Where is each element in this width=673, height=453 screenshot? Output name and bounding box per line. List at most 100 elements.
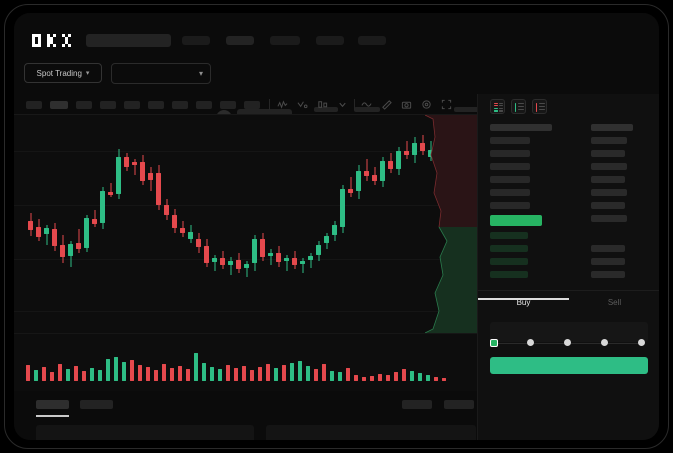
bottom-action-1[interactable]: [402, 400, 432, 409]
volume-bar: [298, 361, 302, 381]
candlestick-chart[interactable]: [14, 115, 477, 333]
volume-bar: [58, 364, 62, 381]
bottom-panel-right[interactable]: [266, 425, 476, 440]
candle: [164, 115, 169, 333]
timeframe-9[interactable]: [220, 101, 236, 109]
volume-bar: [418, 373, 422, 381]
amount-percent-stepper[interactable]: [490, 338, 650, 348]
candle: [92, 115, 97, 333]
timeframe-10[interactable]: [244, 101, 260, 109]
volume-bar: [90, 368, 94, 381]
volume-bar: [162, 364, 166, 381]
orderbook-view-bids[interactable]: [511, 99, 526, 114]
camera-icon[interactable]: [400, 98, 413, 111]
settings-icon[interactable]: [420, 98, 433, 111]
volume-bar: [338, 372, 342, 381]
bottom-panel-left[interactable]: [36, 425, 254, 440]
timeframe-1[interactable]: [26, 101, 42, 109]
nav-item-2[interactable]: [226, 36, 254, 45]
tab-buy-label: Buy: [516, 298, 531, 307]
stepper-dot-3[interactable]: [564, 339, 571, 346]
tab-sell-label: Sell: [607, 298, 622, 307]
stepper-dot-2[interactable]: [527, 339, 534, 346]
volume-bar: [74, 366, 78, 381]
volume-bar: [218, 369, 222, 381]
orderbook-bid-row[interactable]: [490, 271, 528, 278]
indicators-icon[interactable]: [276, 98, 289, 111]
chevron-down-icon[interactable]: [336, 98, 349, 111]
nav-item-1[interactable]: [182, 36, 210, 45]
volume-bar: [186, 369, 190, 381]
tab-open-orders[interactable]: [36, 400, 69, 409]
orderbook-ask-row[interactable]: [490, 163, 530, 170]
volume-bar: [234, 368, 238, 381]
market-type-selector[interactable]: Spot Trading ▾: [24, 63, 102, 83]
volume-bar: [50, 372, 54, 381]
tab-sell[interactable]: Sell: [569, 298, 659, 307]
order-book-rows[interactable]: [478, 120, 659, 290]
orderbook-bid-row[interactable]: [490, 245, 528, 252]
timeframe-7[interactable]: [172, 101, 188, 109]
ruler-icon[interactable]: [380, 98, 393, 111]
orderbook-bid-row[interactable]: [490, 232, 528, 239]
orderbook-header-row[interactable]: [490, 124, 552, 131]
compare-icon[interactable]: [296, 98, 309, 111]
bottom-action-2[interactable]: [444, 400, 474, 409]
volume-bar: [282, 365, 286, 381]
orderbook-ask-row[interactable]: [490, 189, 530, 196]
candle: [236, 115, 241, 333]
order-price-field[interactable]: [490, 322, 648, 342]
orderbook-ask-row[interactable]: [490, 202, 530, 209]
orderbook-bid-row-value: [591, 258, 625, 265]
chart-type-icon[interactable]: [316, 98, 329, 111]
orderbook-view-asks[interactable]: [532, 99, 547, 114]
gridline: [14, 205, 477, 206]
stepper-dot-5[interactable]: [638, 339, 645, 346]
candle: [428, 115, 433, 333]
bottom-panel: [14, 391, 477, 440]
volume-bar: [410, 371, 414, 381]
timeframe-5[interactable]: [124, 101, 140, 109]
timeframe-8[interactable]: [196, 101, 212, 109]
volume-bar: [42, 367, 46, 381]
timeframe-3[interactable]: [76, 101, 92, 109]
nav-item-4[interactable]: [316, 36, 344, 45]
market-subheader: Spot Trading ▾ ▾: [14, 51, 659, 127]
orderbook-ask-row[interactable]: [490, 150, 530, 157]
timeframe-4[interactable]: [100, 101, 116, 109]
timeframe-6[interactable]: [148, 101, 164, 109]
candle: [308, 115, 313, 333]
stepper-dot-1[interactable]: [490, 338, 498, 347]
volume-bar: [114, 357, 118, 381]
tab-order-history[interactable]: [80, 400, 113, 409]
orderbook-ask-row[interactable]: [490, 176, 530, 183]
orderbook-bid-row[interactable]: [490, 258, 528, 265]
candle: [268, 115, 273, 333]
orderbook-view-modes: [490, 99, 547, 114]
volume-bar: [66, 369, 70, 381]
volume-bar: [306, 366, 310, 381]
search-input[interactable]: [86, 34, 171, 47]
trading-pair-selector[interactable]: ▾: [111, 63, 211, 84]
volume-bar: [242, 366, 246, 381]
nav-item-3[interactable]: [270, 36, 300, 45]
fullscreen-icon[interactable]: [440, 98, 453, 111]
orderbook-ask-row[interactable]: [490, 137, 530, 144]
tab-buy[interactable]: Buy: [478, 298, 569, 307]
candle: [412, 115, 417, 333]
gridline: [14, 311, 477, 312]
timeframe-2[interactable]: [50, 101, 68, 109]
line-chart-icon[interactable]: [360, 98, 373, 111]
orderbook-view-both[interactable]: [490, 99, 505, 114]
orderbook-header-row-value: [591, 124, 633, 131]
place-order-button[interactable]: [490, 357, 648, 374]
okx-logo[interactable]: [32, 34, 74, 47]
app-screen: Spot Trading ▾ ▾: [14, 13, 659, 440]
candle: [284, 115, 289, 333]
candle: [188, 115, 193, 333]
nav-item-5[interactable]: [358, 36, 386, 45]
orderbook-last-price-row[interactable]: [490, 215, 542, 226]
candle: [140, 115, 145, 333]
stepper-dot-4[interactable]: [601, 339, 608, 346]
